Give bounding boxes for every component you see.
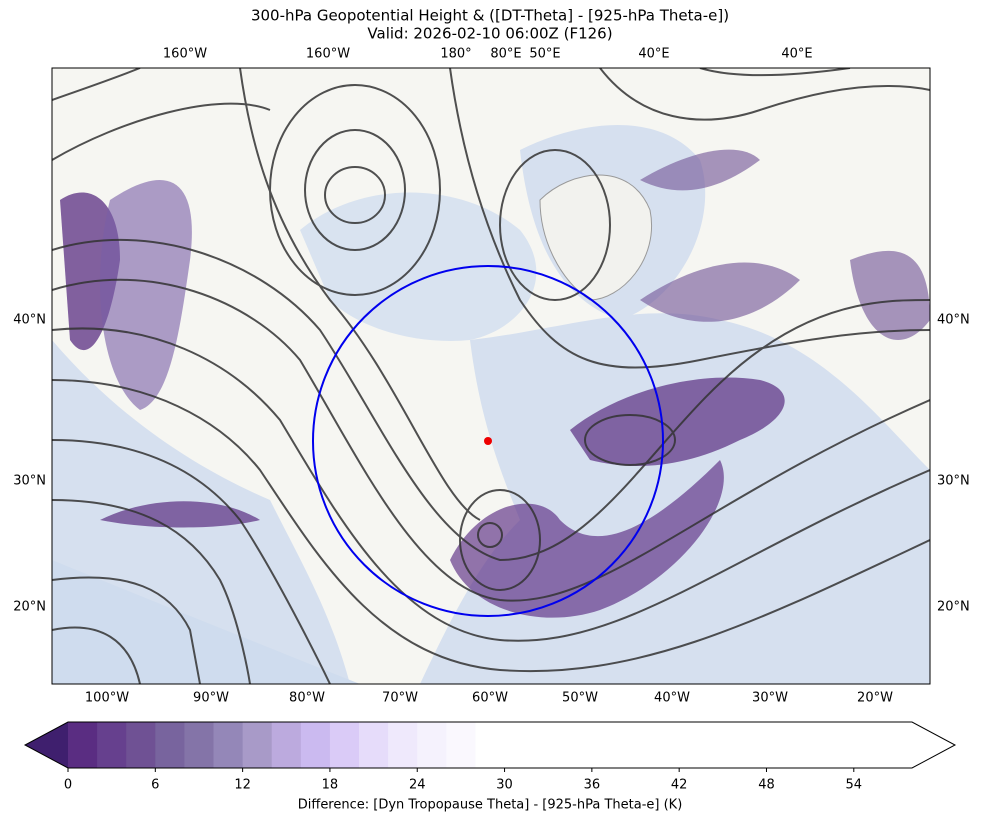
top-lon-label: 160°W [306, 47, 350, 62]
purple-area [850, 250, 930, 340]
title: 300-hPa Geopotential Height & ([DT-Theta… [251, 7, 729, 25]
right-lat-label: 40°N [937, 313, 970, 328]
colorbar-segment [184, 722, 215, 768]
target-circle [312, 265, 664, 617]
colorbar-segment [446, 722, 476, 768]
colorbar-segment [708, 722, 738, 768]
colorbar-tick-label: 6 [151, 778, 159, 793]
colorbar-segment [300, 722, 331, 768]
purple-area [100, 501, 260, 528]
bottom-lon-label: 70°W [382, 691, 418, 706]
colorbar-segment [504, 722, 535, 768]
colorbar-segment [359, 722, 389, 768]
target-point [484, 437, 492, 445]
left-lat-label: 30°N [13, 474, 46, 489]
purple-area [640, 262, 800, 322]
left-lat-label: 20°N [13, 600, 46, 615]
bottom-lon-label: 20°W [857, 691, 893, 706]
subtitle: Valid: 2026-02-10 06:00Z (F126) [367, 25, 612, 43]
colorbar-segment [68, 722, 98, 768]
colorbar-segment [388, 722, 418, 768]
colorbar-segment [242, 722, 273, 768]
colorbar-segment [620, 722, 651, 768]
colorbar-tick-label: 54 [846, 778, 863, 793]
colorbar-segment [737, 722, 767, 768]
hudson [300, 192, 537, 341]
colorbar-tick-label: 48 [758, 778, 775, 793]
purple-area [640, 149, 760, 191]
right-lat-label: 20°N [937, 600, 970, 615]
colorbar-tick-label: 0 [64, 778, 72, 793]
left-lat-label: 40°N [13, 313, 46, 328]
colorbar-tick-label: 12 [234, 778, 251, 793]
colorbar-segment [213, 722, 244, 768]
colorbar-tick-label: 30 [496, 778, 513, 793]
colorbar-segment [155, 722, 185, 768]
colorbar-segment [882, 722, 913, 768]
bottom-lon-label: 30°W [752, 691, 788, 706]
purple-area [100, 180, 192, 410]
colorbar-segment [475, 722, 506, 768]
colorbar-tick-label: 24 [409, 778, 426, 793]
top-lon-label: 40°E [638, 47, 669, 62]
map-frame [51, 67, 931, 685]
colorbar-segment [824, 722, 855, 768]
colorbar-outline [23, 721, 957, 769]
colorbar-segment [562, 722, 593, 768]
colorbar-over [912, 722, 955, 768]
top-lon-label: 160°W [163, 47, 207, 62]
bottom-lon-label: 80°W [289, 691, 325, 706]
colorbar-segment [591, 722, 622, 768]
height-contours [52, 68, 930, 684]
colorbar-segment [329, 722, 360, 768]
colorbar-segment [533, 722, 564, 768]
colorbar-segment [126, 722, 156, 768]
purple-area [570, 377, 785, 466]
right-lat-label: 30°N [937, 474, 970, 489]
colorbar-segment [650, 722, 680, 768]
colorbar-tick-label: 42 [671, 778, 688, 793]
colorbar-segment [766, 722, 797, 768]
colorbar-under [25, 722, 68, 768]
colorbar-segment [417, 722, 447, 768]
colorbar-tick-label: 18 [322, 778, 339, 793]
bottom-lon-label: 60°W [472, 691, 508, 706]
map-area [52, 68, 930, 684]
top-lon-label: 180° [440, 47, 471, 62]
colorbar-label: Difference: [Dyn Tropopause Theta] - [92… [298, 798, 683, 813]
bottom-lon-label: 50°W [562, 691, 598, 706]
colorbar-segment [679, 722, 709, 768]
bottom-lon-label: 100°W [85, 691, 129, 706]
top-lon-label: 40°E [781, 47, 812, 62]
ocean [52, 560, 360, 684]
colorbar-segment [271, 722, 302, 768]
colorbar-segment [853, 722, 884, 768]
colorbar-segment [795, 722, 826, 768]
bottom-lon-label: 90°W [193, 691, 229, 706]
bottom-lon-label: 40°W [654, 691, 690, 706]
top-lon-label: 50°E [529, 47, 560, 62]
top-lon-label: 80°E [490, 47, 521, 62]
greenland [539, 174, 652, 301]
colorbar-segment [97, 722, 127, 768]
purple-area [450, 460, 724, 618]
colorbar-tick-label: 36 [584, 778, 601, 793]
